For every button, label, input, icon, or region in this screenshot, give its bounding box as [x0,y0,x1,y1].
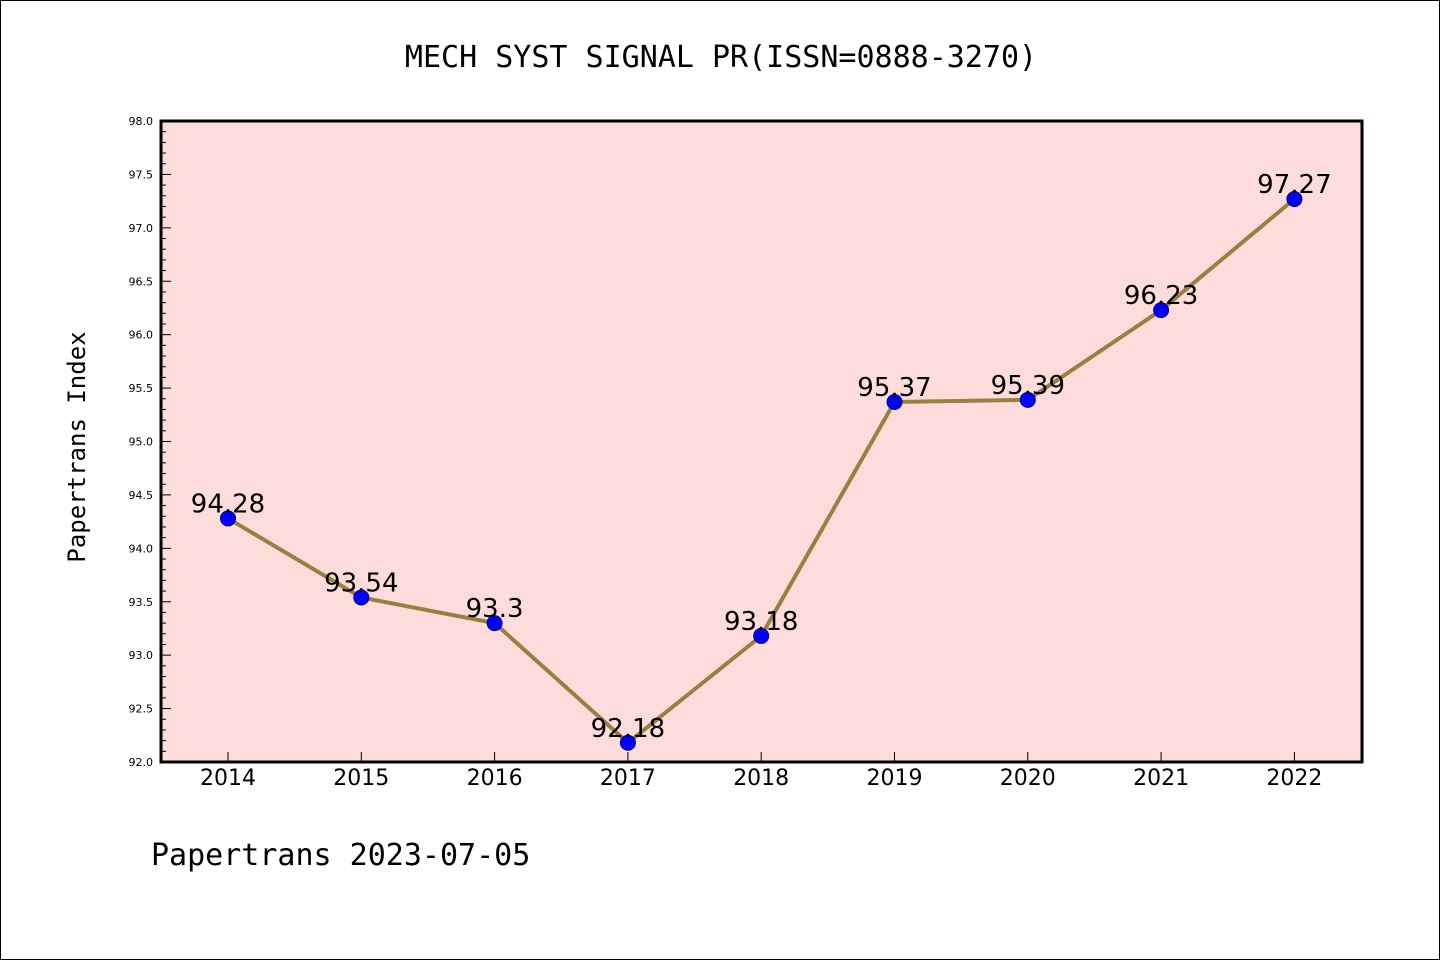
series-group: 94.28 93.54 93.3 92.18 93.18 95.37 95.39 96.23 9… [191,170,1332,751]
x-tick-label: 2022 [1266,766,1322,791]
chart-title: MECH SYST SIGNAL PR(ISSN=0888-3270) [405,40,1037,75]
data-label: 93.54 [324,568,398,598]
x-axis: 2014 2015 2016 2017 2018 2019 2020 2021 2022 [200,752,1322,791]
y-tick-label: 94.0 [129,542,154,555]
data-point-marker [1019,391,1036,408]
y-tick-label: 97.5 [129,168,154,181]
x-tick-label: 2014 [200,766,256,791]
y-tick-label: 94.5 [129,489,154,502]
data-label: 95.37 [857,373,931,403]
y-tick-label: 92.5 [129,703,154,716]
x-tick-label: 2016 [467,766,523,791]
data-label: 93.3 [466,594,524,624]
x-tick-label: 2015 [333,766,389,791]
y-axis: 92.0 92.5 93.0 93.5 94.0 94.5 95.0 95.5 96.0 96.5… [129,115,171,769]
data-label: 95.39 [991,371,1065,401]
data-point-marker [1153,302,1170,319]
plot-area [159,119,1364,764]
data-point-marker [353,589,370,606]
x-tick-label: 2021 [1133,766,1189,791]
data-label: 93.18 [724,607,798,637]
y-tick-label: 96.5 [129,275,154,288]
footer-text: Papertrans 2023-07-05 [151,838,530,873]
data-point-marker [886,393,903,410]
x-tick-label: 2019 [867,766,923,791]
y-tick-label: 95.5 [129,382,154,395]
y-tick-label: 93.5 [129,596,154,609]
y-tick-label: 96.0 [129,329,154,342]
x-tick-label: 2017 [600,766,656,791]
data-label: 94.28 [191,489,265,519]
data-point-marker [486,615,503,632]
y-tick-label: 97.0 [129,222,154,235]
x-tick-label: 2018 [733,766,789,791]
data-point-marker [753,627,770,644]
data-point-marker [1286,190,1303,207]
data-label: 96.23 [1124,281,1198,311]
y-axis-label: Papertrans Index [63,331,91,562]
data-label: 97.27 [1257,170,1331,200]
data-point-marker [619,734,636,751]
y-tick-label: 92.0 [129,756,154,769]
x-tick-label: 2020 [1000,766,1056,791]
data-point-marker [220,510,236,527]
data-label: 92.18 [591,714,665,744]
y-tick-label: 98.0 [129,115,154,128]
y-tick-label: 93.0 [129,649,154,662]
y-tick-label: 95.0 [129,436,154,449]
